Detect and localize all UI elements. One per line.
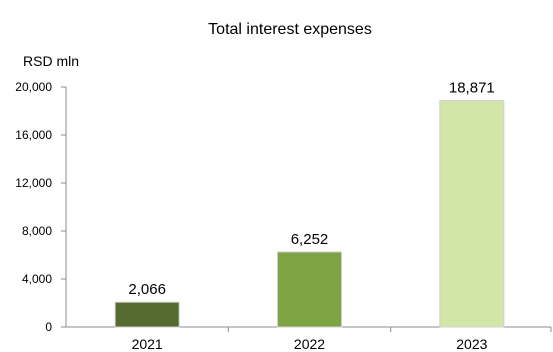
x-tick-label-2021: 2021 [132, 336, 163, 352]
labels-group: 2,066 2021 6,252 2022 18,871 2023 [128, 80, 494, 352]
x-tick-label-2023: 2023 [456, 336, 487, 352]
y-tick-label: 12,000 [15, 176, 52, 190]
chart-title: Total interest expenses [208, 21, 372, 38]
y-tick-label: 20,000 [15, 80, 52, 94]
axes-group: 0 4,000 8,000 12,000 16,000 20,000 [15, 80, 552, 334]
bar-2023 [439, 100, 505, 328]
y-tick-label: 16,000 [15, 128, 52, 142]
y-axis-unit-label: RSD mln [23, 53, 79, 69]
bars-group [114, 100, 505, 328]
x-tick-label-2022: 2022 [294, 336, 325, 352]
data-label-2023: 18,871 [449, 80, 495, 97]
bar-2021 [114, 301, 180, 328]
y-tick-label: 4,000 [22, 272, 52, 286]
y-tick-label: 8,000 [22, 224, 52, 238]
data-label-2022: 6,252 [291, 231, 329, 248]
y-tick-label: 0 [45, 320, 52, 334]
bar-2022 [277, 251, 342, 328]
data-label-2021: 2,066 [128, 281, 166, 298]
